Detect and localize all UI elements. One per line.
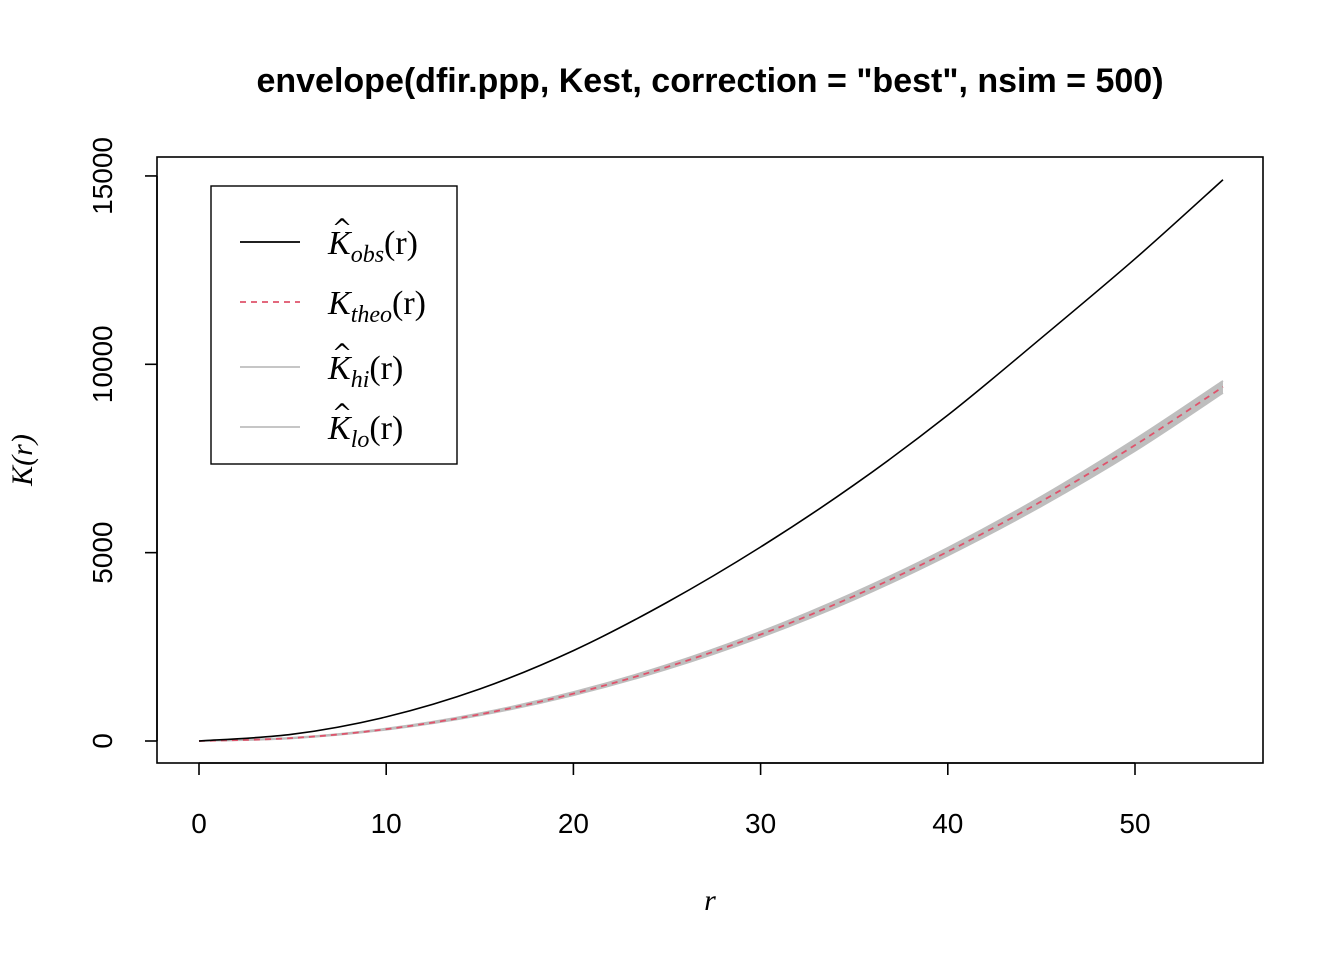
x-tick-label: 20 bbox=[558, 808, 589, 839]
x-axis-title: r bbox=[704, 884, 716, 917]
series-line-theo bbox=[198, 386, 1224, 742]
legend-label-theo: Ktheo(r) bbox=[327, 285, 426, 328]
y-tick-label: 15000 bbox=[87, 137, 118, 215]
x-tick-label: 50 bbox=[1119, 808, 1150, 839]
y-axis: 0 5000 10000 15000 bbox=[87, 137, 158, 749]
x-tick-label: 30 bbox=[745, 808, 776, 839]
x-axis: 0 10 20 30 40 50 bbox=[191, 762, 1151, 839]
x-tick-label: 0 bbox=[191, 808, 207, 839]
legend-label-hi: Khi(r) bbox=[327, 350, 403, 393]
series-line-obs bbox=[198, 179, 1224, 742]
x-tick-label: 40 bbox=[932, 808, 963, 839]
series-lines bbox=[198, 179, 1224, 742]
y-tick-label: 10000 bbox=[87, 325, 118, 403]
legend-label-obs: Kobs(r) bbox=[327, 225, 418, 268]
y-axis-title: K(r) bbox=[6, 434, 39, 487]
y-tick-label: 0 bbox=[87, 733, 118, 749]
x-tick-label: 10 bbox=[371, 808, 402, 839]
legend-box bbox=[210, 185, 458, 465]
legend-hat-hi: ^ bbox=[332, 339, 352, 367]
legend-hat-obs: ^ bbox=[332, 214, 352, 242]
legend-label-lo: Klo(r) bbox=[327, 410, 403, 453]
series-line-lo bbox=[198, 392, 1224, 742]
legend-hat-lo: ^ bbox=[332, 399, 352, 427]
legend: Kobs(r)^Ktheo(r)Khi(r)^Klo(r)^ bbox=[210, 185, 458, 465]
y-tick-label: 5000 bbox=[87, 522, 118, 584]
series-line-hi bbox=[198, 380, 1224, 742]
chart-title: envelope(dfir.ppp, Kest, correction = "b… bbox=[256, 62, 1163, 100]
